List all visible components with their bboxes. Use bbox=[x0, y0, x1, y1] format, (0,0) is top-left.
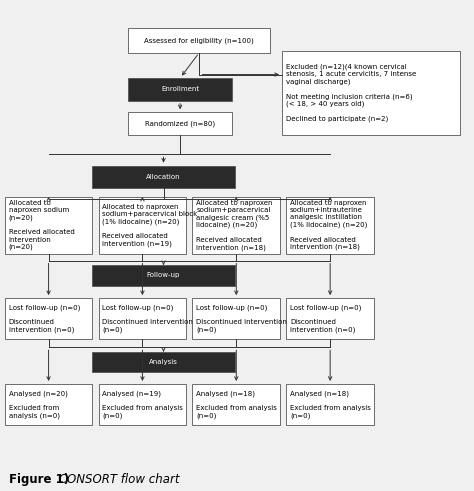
Text: Allocated to naproxen
sodium+paracervical block
(1% lidocaine) (n=20)

Received : Allocated to naproxen sodium+paracervica… bbox=[102, 204, 198, 247]
FancyBboxPatch shape bbox=[192, 384, 280, 425]
Text: Lost follow-up (n=0)

Discontinued intervention
(n=0): Lost follow-up (n=0) Discontinued interv… bbox=[102, 304, 193, 333]
Text: Allocation: Allocation bbox=[146, 174, 181, 180]
FancyBboxPatch shape bbox=[128, 27, 270, 53]
Text: Analysed (n=19)

Excluded from analysis
(n=0): Analysed (n=19) Excluded from analysis (… bbox=[102, 390, 183, 419]
Text: Lost follow-up (n=0)

Discontinued
intervention (n=0): Lost follow-up (n=0) Discontinued interv… bbox=[9, 304, 80, 333]
Text: Analysis: Analysis bbox=[149, 359, 178, 365]
FancyBboxPatch shape bbox=[286, 197, 374, 254]
FancyBboxPatch shape bbox=[5, 298, 92, 339]
Text: Allocated to
naproxen sodium
(n=20)

Received allocated
intervention
(n=20): Allocated to naproxen sodium (n=20) Rece… bbox=[9, 200, 74, 250]
FancyBboxPatch shape bbox=[5, 197, 92, 254]
Text: Analysed (n=18)

Excluded from analysis
(n=0): Analysed (n=18) Excluded from analysis (… bbox=[290, 390, 371, 419]
Text: Lost follow-up (n=0)

Discontinued intervention
(n=0): Lost follow-up (n=0) Discontinued interv… bbox=[196, 304, 287, 333]
Text: Excluded (n=12)(4 known cervical
stenosis, 1 acute cervicitis, 7 intense
vaginal: Excluded (n=12)(4 known cervical stenosi… bbox=[286, 63, 416, 122]
Text: Randomized (n=80): Randomized (n=80) bbox=[145, 120, 215, 127]
Text: Allocated to naproxen
sodium+intrauterine
analgesic instillation
(1% lidocaine) : Allocated to naproxen sodium+intrauterin… bbox=[290, 200, 367, 250]
Text: Enrollment: Enrollment bbox=[161, 86, 199, 92]
FancyBboxPatch shape bbox=[192, 197, 280, 254]
FancyBboxPatch shape bbox=[99, 384, 186, 425]
Text: Lost follow-up (n=0)

Discontinued
intervention (n=0): Lost follow-up (n=0) Discontinued interv… bbox=[290, 304, 362, 333]
FancyBboxPatch shape bbox=[5, 384, 92, 425]
Text: CONSORT flow chart: CONSORT flow chart bbox=[55, 473, 179, 486]
FancyBboxPatch shape bbox=[99, 298, 186, 339]
FancyBboxPatch shape bbox=[92, 265, 235, 286]
Text: Analysed (n=18)

Excluded from analysis
(n=0): Analysed (n=18) Excluded from analysis (… bbox=[196, 390, 277, 419]
FancyBboxPatch shape bbox=[286, 298, 374, 339]
Text: Assessed for eligibility (n=100): Assessed for eligibility (n=100) bbox=[144, 37, 254, 44]
FancyBboxPatch shape bbox=[192, 298, 280, 339]
FancyBboxPatch shape bbox=[286, 384, 374, 425]
Text: Analysed (n=20)

Excluded from
analysis (n=0): Analysed (n=20) Excluded from analysis (… bbox=[9, 390, 67, 419]
FancyBboxPatch shape bbox=[282, 51, 460, 135]
Text: Follow-up: Follow-up bbox=[147, 273, 180, 278]
Text: Figure 1): Figure 1) bbox=[9, 473, 70, 486]
FancyBboxPatch shape bbox=[128, 78, 232, 101]
FancyBboxPatch shape bbox=[92, 352, 235, 373]
FancyBboxPatch shape bbox=[92, 165, 235, 188]
FancyBboxPatch shape bbox=[128, 112, 232, 135]
Text: Allocated to naproxen
sodium+paracervical
analgesic cream (%5
lidocaine) (n=20)
: Allocated to naproxen sodium+paracervica… bbox=[196, 200, 273, 251]
FancyBboxPatch shape bbox=[99, 197, 186, 254]
